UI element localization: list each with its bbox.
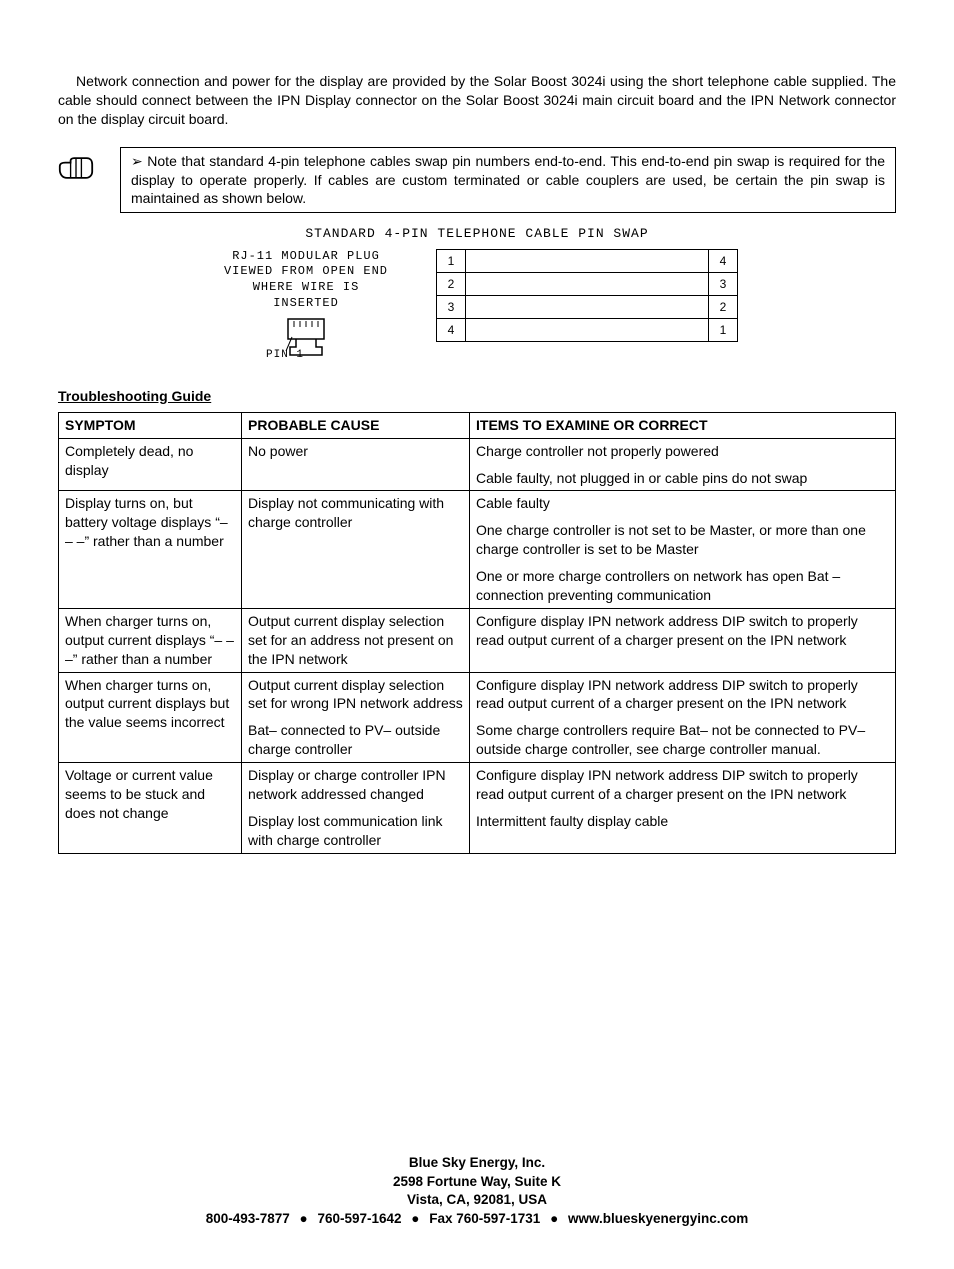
- items-cell: Configure display IPN network address DI…: [470, 763, 896, 854]
- right-pin: 3: [709, 272, 738, 295]
- item-text: Configure display IPN network address DI…: [476, 612, 889, 650]
- left-pin: 3: [437, 295, 466, 318]
- item-text: Cable faulty: [476, 494, 889, 513]
- items-cell: Configure display IPN network address DI…: [470, 672, 896, 763]
- pointing-hand-icon: [58, 155, 94, 186]
- cause-text: Display not communicating with charge co…: [248, 494, 463, 532]
- pin1-label: PIN 1: [266, 349, 304, 361]
- item-text: One charge controller is not set to be M…: [476, 521, 889, 559]
- footer-address2: Vista, CA, 92081, USA: [58, 1191, 896, 1210]
- cause-text: Bat– connected to PV– outside charge con…: [248, 721, 463, 759]
- table-row: When charger turns on, output current di…: [59, 608, 896, 672]
- plug-line3: WHERE WIRE IS INSERTED: [216, 280, 396, 311]
- page-footer: Blue Sky Energy, Inc. 2598 Fortune Way, …: [58, 1154, 896, 1230]
- footer-company: Blue Sky Energy, Inc.: [58, 1154, 896, 1173]
- diagram-title: STANDARD 4-PIN TELEPHONE CABLE PIN SWAP: [58, 225, 896, 243]
- plug-line2: VIEWED FROM OPEN END: [216, 264, 396, 280]
- cause-text: Output current display selection set for…: [248, 612, 463, 669]
- pin-swap-diagram: RJ-11 MODULAR PLUG VIEWED FROM OPEN END …: [58, 249, 896, 369]
- item-text: Configure display IPN network address DI…: [476, 766, 889, 804]
- cause-cell: Display or charge controller IPN network…: [242, 763, 470, 854]
- header-items: ITEMS TO EXAMINE OR CORRECT: [470, 412, 896, 438]
- rj11-plug-label: RJ-11 MODULAR PLUG VIEWED FROM OPEN END …: [216, 249, 396, 369]
- items-cell: Cable faulty One charge controller is no…: [470, 491, 896, 608]
- footer-phone2: 760-597-1642: [317, 1211, 401, 1226]
- item-text: Cable faulty, not plugged in or cable pi…: [476, 469, 889, 488]
- bullet-icon: ●: [550, 1211, 558, 1226]
- cause-cell: Display not communicating with charge co…: [242, 491, 470, 608]
- left-pin: 4: [437, 318, 466, 341]
- items-cell: Configure display IPN network address DI…: [470, 608, 896, 672]
- left-pin: 2: [437, 272, 466, 295]
- table-header-row: SYMPTOM PROBABLE CAUSE ITEMS TO EXAMINE …: [59, 412, 896, 438]
- footer-contact-line: 800-493-7877 ● 760-597-1642 ● Fax 760-59…: [58, 1210, 896, 1229]
- note-text: Note that standard 4-pin telephone cable…: [131, 153, 885, 207]
- symptom-cell: Completely dead, no display: [59, 438, 242, 491]
- pin-row: 2 3: [437, 272, 738, 295]
- table-row: Display turns on, but battery voltage di…: [59, 491, 896, 608]
- header-symptom: SYMPTOM: [59, 412, 242, 438]
- right-pin: 1: [709, 318, 738, 341]
- item-text: Some charge controllers require Bat– not…: [476, 721, 889, 759]
- pin-row: 3 2: [437, 295, 738, 318]
- item-text: Charge controller not properly powered: [476, 442, 889, 461]
- intro-text: Network connection and power for the dis…: [58, 73, 896, 127]
- cause-cell: Output current display selection set for…: [242, 608, 470, 672]
- item-text: Configure display IPN network address DI…: [476, 676, 889, 714]
- wire-cell: [466, 272, 709, 295]
- right-pin: 2: [709, 295, 738, 318]
- item-text: Intermittent faulty display cable: [476, 812, 889, 831]
- bullet-icon: ●: [300, 1211, 308, 1226]
- wire-cell: [466, 295, 709, 318]
- note-callout: ➢ Note that standard 4-pin telephone cab…: [58, 147, 896, 214]
- table-row: Voltage or current value seems to be stu…: [59, 763, 896, 854]
- pin-swap-table: 1 4 2 3 3 2 4 1: [436, 249, 738, 342]
- rj11-plug-icon: PIN 1: [216, 317, 396, 369]
- footer-address1: 2598 Fortune Way, Suite K: [58, 1173, 896, 1192]
- troubleshooting-table: SYMPTOM PROBABLE CAUSE ITEMS TO EXAMINE …: [58, 412, 896, 854]
- cause-text: Output current display selection set for…: [248, 676, 463, 714]
- right-pin: 4: [709, 249, 738, 272]
- symptom-cell: Voltage or current value seems to be stu…: [59, 763, 242, 854]
- arrow-icon: ➢: [131, 153, 147, 169]
- cause-text: Display or charge controller IPN network…: [248, 766, 463, 804]
- item-text: One or more charge controllers on networ…: [476, 567, 889, 605]
- symptom-cell: When charger turns on, output current di…: [59, 608, 242, 672]
- items-cell: Charge controller not properly powered C…: [470, 438, 896, 491]
- cause-cell: No power: [242, 438, 470, 491]
- troubleshooting-heading: Troubleshooting Guide: [58, 387, 896, 406]
- pin-row: 1 4: [437, 249, 738, 272]
- wire-cell: [466, 318, 709, 341]
- note-box: ➢ Note that standard 4-pin telephone cab…: [120, 147, 896, 214]
- footer-phone1: 800-493-7877: [206, 1211, 290, 1226]
- cause-text: No power: [248, 442, 463, 461]
- intro-paragraph: Network connection and power for the dis…: [58, 72, 896, 129]
- left-pin: 1: [437, 249, 466, 272]
- cause-text: Display lost communication link with cha…: [248, 812, 463, 850]
- footer-fax: Fax 760-597-1731: [429, 1211, 540, 1226]
- pin-row: 4 1: [437, 318, 738, 341]
- table-row: Completely dead, no display No power Cha…: [59, 438, 896, 491]
- symptom-cell: Display turns on, but battery voltage di…: [59, 491, 242, 608]
- cause-cell: Output current display selection set for…: [242, 672, 470, 763]
- header-cause: PROBABLE CAUSE: [242, 412, 470, 438]
- symptom-cell: When charger turns on, output current di…: [59, 672, 242, 763]
- plug-line1: RJ-11 MODULAR PLUG: [216, 249, 396, 265]
- bullet-icon: ●: [411, 1211, 419, 1226]
- footer-web: www.blueskyenergyinc.com: [568, 1211, 748, 1226]
- table-row: When charger turns on, output current di…: [59, 672, 896, 763]
- wire-cell: [466, 249, 709, 272]
